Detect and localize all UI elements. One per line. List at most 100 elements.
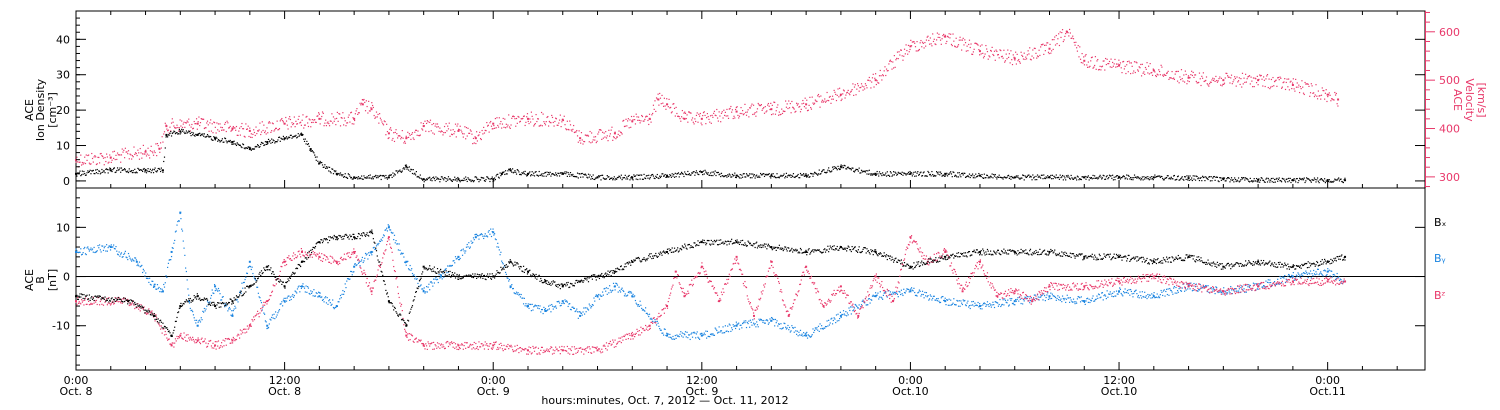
by-dot <box>90 247 92 249</box>
by-dot <box>583 313 586 315</box>
by-dot <box>246 272 249 275</box>
velocity-dot <box>375 111 378 113</box>
velocity-dot <box>1078 56 1080 58</box>
velocity-dot <box>881 79 883 81</box>
velocity-dot <box>1224 77 1226 79</box>
velocity-point <box>1257 79 1260 82</box>
by-dot <box>1114 295 1116 297</box>
by-dot <box>1123 292 1125 294</box>
velocity-dot <box>262 129 264 132</box>
by-dot <box>1074 303 1076 305</box>
velocity-point <box>874 79 877 82</box>
density-dot <box>429 176 431 178</box>
density-dot <box>130 170 132 173</box>
velocity-dot <box>863 86 865 88</box>
by-dot <box>1095 298 1097 300</box>
velocity-dot <box>1020 51 1022 53</box>
by-dot <box>877 292 879 294</box>
velocity-dot <box>630 126 632 128</box>
by-dot <box>927 294 929 297</box>
by-dot <box>793 331 795 333</box>
density-dot <box>1150 178 1152 180</box>
density-dot <box>490 178 493 180</box>
by-dot <box>1088 298 1090 300</box>
by-dot <box>120 252 123 254</box>
density-dot <box>731 173 734 176</box>
density-dot <box>281 138 283 140</box>
by-dot <box>139 266 141 268</box>
velocity-dot <box>1032 49 1034 51</box>
velocity-dot <box>288 118 290 120</box>
density-dot <box>795 175 797 178</box>
density-dot <box>462 179 464 182</box>
velocity-dot <box>605 137 608 139</box>
by-dot <box>968 304 971 307</box>
by-dot <box>943 299 945 302</box>
velocity-dot <box>777 114 780 116</box>
density-dot <box>533 175 536 177</box>
density-dot <box>774 175 776 177</box>
density-dot <box>749 173 751 175</box>
density-dot <box>1274 181 1276 183</box>
density-dot <box>360 177 362 180</box>
by-dot <box>1059 299 1061 301</box>
density-dot <box>517 169 519 172</box>
velocity-dot <box>379 113 381 115</box>
by-point <box>544 309 547 312</box>
density-dot <box>602 177 604 179</box>
density-dot <box>1162 177 1164 180</box>
density-dot <box>941 175 943 177</box>
by-dot <box>381 240 383 242</box>
by-dot <box>314 295 317 297</box>
density-dot <box>925 175 928 177</box>
velocity-dot <box>1000 49 1002 52</box>
density-dot <box>244 148 246 150</box>
velocity-dot <box>1173 78 1176 81</box>
by-dot <box>1249 284 1251 287</box>
density-dot <box>620 174 622 176</box>
velocity-dot <box>623 125 626 128</box>
density-dot <box>1272 177 1274 180</box>
density-dot <box>757 176 759 178</box>
density-dot <box>366 176 368 178</box>
velocity-dot <box>397 137 399 139</box>
velocity-dot <box>790 112 792 114</box>
velocity-dot <box>229 125 231 128</box>
by-dot <box>955 304 957 306</box>
density-dot <box>1198 179 1201 182</box>
velocity-dot <box>150 145 152 147</box>
velocity-dot <box>237 134 239 137</box>
velocity-dot <box>343 124 345 126</box>
velocity-dot <box>350 111 353 113</box>
density-dot <box>294 135 296 138</box>
velocity-dot <box>853 94 855 97</box>
by-dot <box>1173 285 1176 288</box>
density-dot <box>1223 177 1225 179</box>
density-point <box>500 172 503 175</box>
by-dot <box>374 248 376 251</box>
density-dot <box>1140 179 1142 181</box>
density-dot <box>153 169 155 171</box>
density-dot <box>1005 177 1007 179</box>
density-dot <box>274 142 276 144</box>
density-dot <box>310 150 313 152</box>
density-dot <box>113 167 116 169</box>
by-dot <box>427 286 429 288</box>
velocity-dot <box>501 123 504 125</box>
density-dot <box>1205 177 1208 179</box>
density-dot <box>268 141 270 143</box>
velocity-dot <box>1257 84 1259 86</box>
by-dot <box>314 295 316 297</box>
velocity-dot <box>759 104 761 107</box>
density-dot <box>596 176 598 178</box>
density-dot <box>560 171 562 174</box>
by-dot <box>1220 291 1222 294</box>
velocity-dot <box>785 106 788 108</box>
by-dot <box>537 305 540 307</box>
density-dot <box>148 170 150 173</box>
density-dot <box>257 145 259 147</box>
velocity-dot <box>210 119 212 121</box>
velocity-dot <box>1207 84 1209 86</box>
by-dot <box>690 333 692 335</box>
velocity-dot <box>345 125 347 127</box>
